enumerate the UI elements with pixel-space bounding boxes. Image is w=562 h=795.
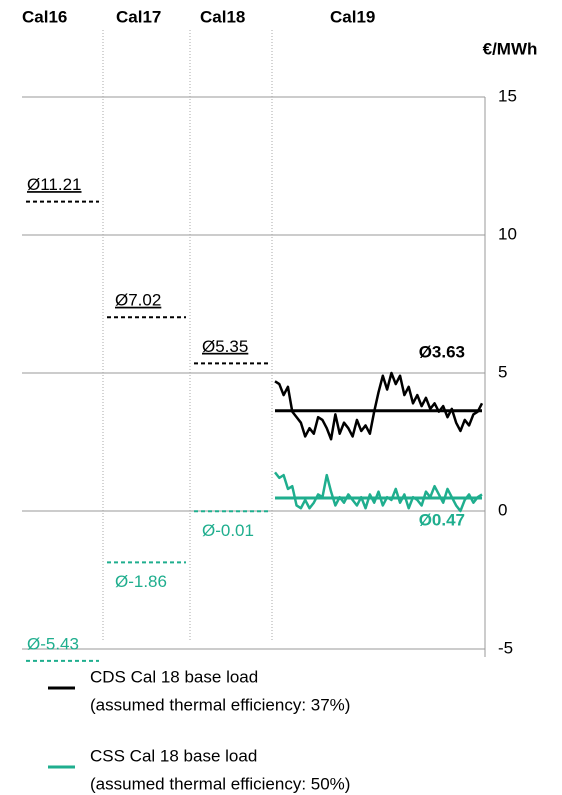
average-label: Ø-1.86 [115, 572, 167, 591]
column-header: Cal18 [200, 7, 245, 26]
y-tick-label: 10 [498, 224, 517, 243]
y-tick-label: 0 [498, 500, 507, 519]
average-label: Ø11.21 [27, 175, 82, 194]
y-tick-label: 15 [498, 86, 517, 105]
y-tick-label: -5 [498, 638, 513, 657]
y-axis-unit: €/MWh [483, 39, 538, 58]
legend-detail: (assumed thermal efficiency: 50%) [90, 774, 350, 793]
column-header: Cal19 [330, 7, 375, 26]
y-tick-label: 5 [498, 362, 507, 381]
average-label: Ø7.02 [115, 291, 161, 310]
average-label: Ø0.47 [419, 511, 465, 530]
average-label: Ø3.63 [419, 342, 465, 361]
column-header: Cal16 [22, 7, 67, 26]
column-header: Cal17 [116, 7, 161, 26]
legend-label: CSS Cal 18 base load [90, 746, 257, 765]
average-label: Ø-0.01 [202, 521, 254, 540]
average-label: Ø-5.43 [27, 634, 79, 653]
daily-line [274, 471, 483, 513]
average-label: Ø5.35 [202, 337, 248, 356]
legend-detail: (assumed thermal efficiency: 37%) [90, 695, 350, 714]
legend-label: CDS Cal 18 base load [90, 667, 258, 686]
daily-line [274, 371, 484, 441]
